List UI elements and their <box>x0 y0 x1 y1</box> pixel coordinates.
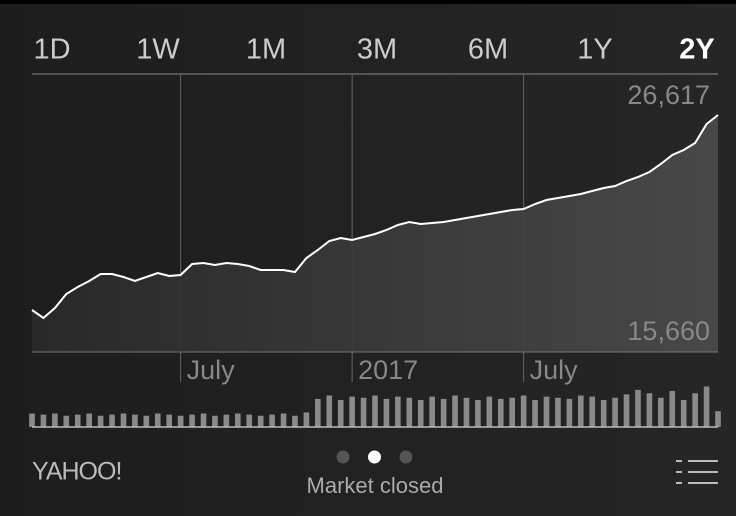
volume-bar <box>452 395 458 427</box>
volume-bar <box>406 397 413 427</box>
volume-bar <box>269 414 275 427</box>
volume-bar <box>223 414 230 427</box>
range-tab[interactable]: 2Y <box>679 34 714 66</box>
volume-bar <box>143 415 150 427</box>
volume-bar <box>680 400 687 427</box>
volume-bar <box>360 397 367 427</box>
volume-bar <box>623 394 630 427</box>
volume-bar <box>315 398 321 427</box>
volume-bar <box>589 396 596 427</box>
volume-bar <box>692 393 698 427</box>
volume-bar <box>29 413 35 427</box>
volume-bar <box>635 389 641 427</box>
volume-bar <box>166 414 173 427</box>
market-status: Market closed <box>307 473 444 498</box>
volume-bar <box>543 396 550 427</box>
volume-bar <box>326 395 333 427</box>
volume-bar <box>646 393 653 427</box>
volume-bar <box>658 397 664 427</box>
volume-bar <box>177 415 184 427</box>
volume-bar <box>715 411 721 427</box>
x-tick-label: July <box>187 355 236 385</box>
volume-bar <box>292 415 298 427</box>
range-tab[interactable]: 1W <box>136 34 180 66</box>
volume-bar <box>669 391 676 427</box>
page-dot[interactable] <box>399 450 413 464</box>
volume-bar <box>234 413 241 427</box>
volume-bar <box>440 398 447 427</box>
volume-bar <box>97 415 104 427</box>
volume-bar <box>246 414 253 427</box>
volume-bar <box>383 398 390 427</box>
volume-bar <box>200 413 207 427</box>
range-tab[interactable]: 3M <box>357 34 397 66</box>
volume-bar <box>417 400 424 427</box>
volume-bar <box>349 396 355 427</box>
volume-bar <box>577 395 584 427</box>
range-tab[interactable]: 1M <box>246 34 286 66</box>
price-line <box>31 114 719 320</box>
volume-bar <box>212 415 218 427</box>
volume-bar <box>63 415 70 427</box>
volume-bar <box>520 395 527 427</box>
volume-bar <box>600 400 607 427</box>
volume-bar <box>497 398 504 427</box>
volume-bar <box>612 397 618 427</box>
volume-bar <box>703 386 710 427</box>
volume-bar <box>372 395 378 427</box>
y-tick-label: 26,617 <box>627 80 710 110</box>
volume-bar <box>52 413 58 427</box>
list-button[interactable] <box>676 460 718 484</box>
y-tick-label: 15,660 <box>627 316 710 346</box>
volume-bar <box>463 397 470 427</box>
page-dot[interactable] <box>368 450 381 464</box>
volume-bar <box>109 414 115 427</box>
volume-bar <box>257 415 264 427</box>
page-dot[interactable] <box>336 450 350 464</box>
volume-bar <box>86 413 92 427</box>
volume-bar <box>154 413 161 427</box>
range-tab[interactable]: 6M <box>468 34 508 66</box>
volume-bar <box>555 397 561 427</box>
brand: YAHOO! <box>32 458 121 486</box>
volume-bar <box>429 396 435 427</box>
area-fill <box>32 115 718 352</box>
volume-bar <box>189 414 195 427</box>
x-tick-label: July <box>530 355 579 385</box>
volume-bar <box>509 397 516 427</box>
volume-bar <box>395 396 401 427</box>
volume-bar <box>120 413 127 427</box>
volume-bar <box>532 400 538 427</box>
volume-bar <box>74 414 81 427</box>
volume-bar <box>303 412 310 427</box>
x-tick-label: 2017 <box>358 355 418 385</box>
volume-bar <box>566 398 573 427</box>
range-tab[interactable]: 1D <box>33 34 70 66</box>
volume-bar <box>40 414 47 427</box>
volume-bar <box>280 413 287 427</box>
volume-bar <box>486 396 493 427</box>
volume-bar <box>475 400 481 427</box>
volume-bar <box>132 414 138 427</box>
volume-bar <box>337 400 344 427</box>
range-tab[interactable]: 1Y <box>577 34 612 66</box>
